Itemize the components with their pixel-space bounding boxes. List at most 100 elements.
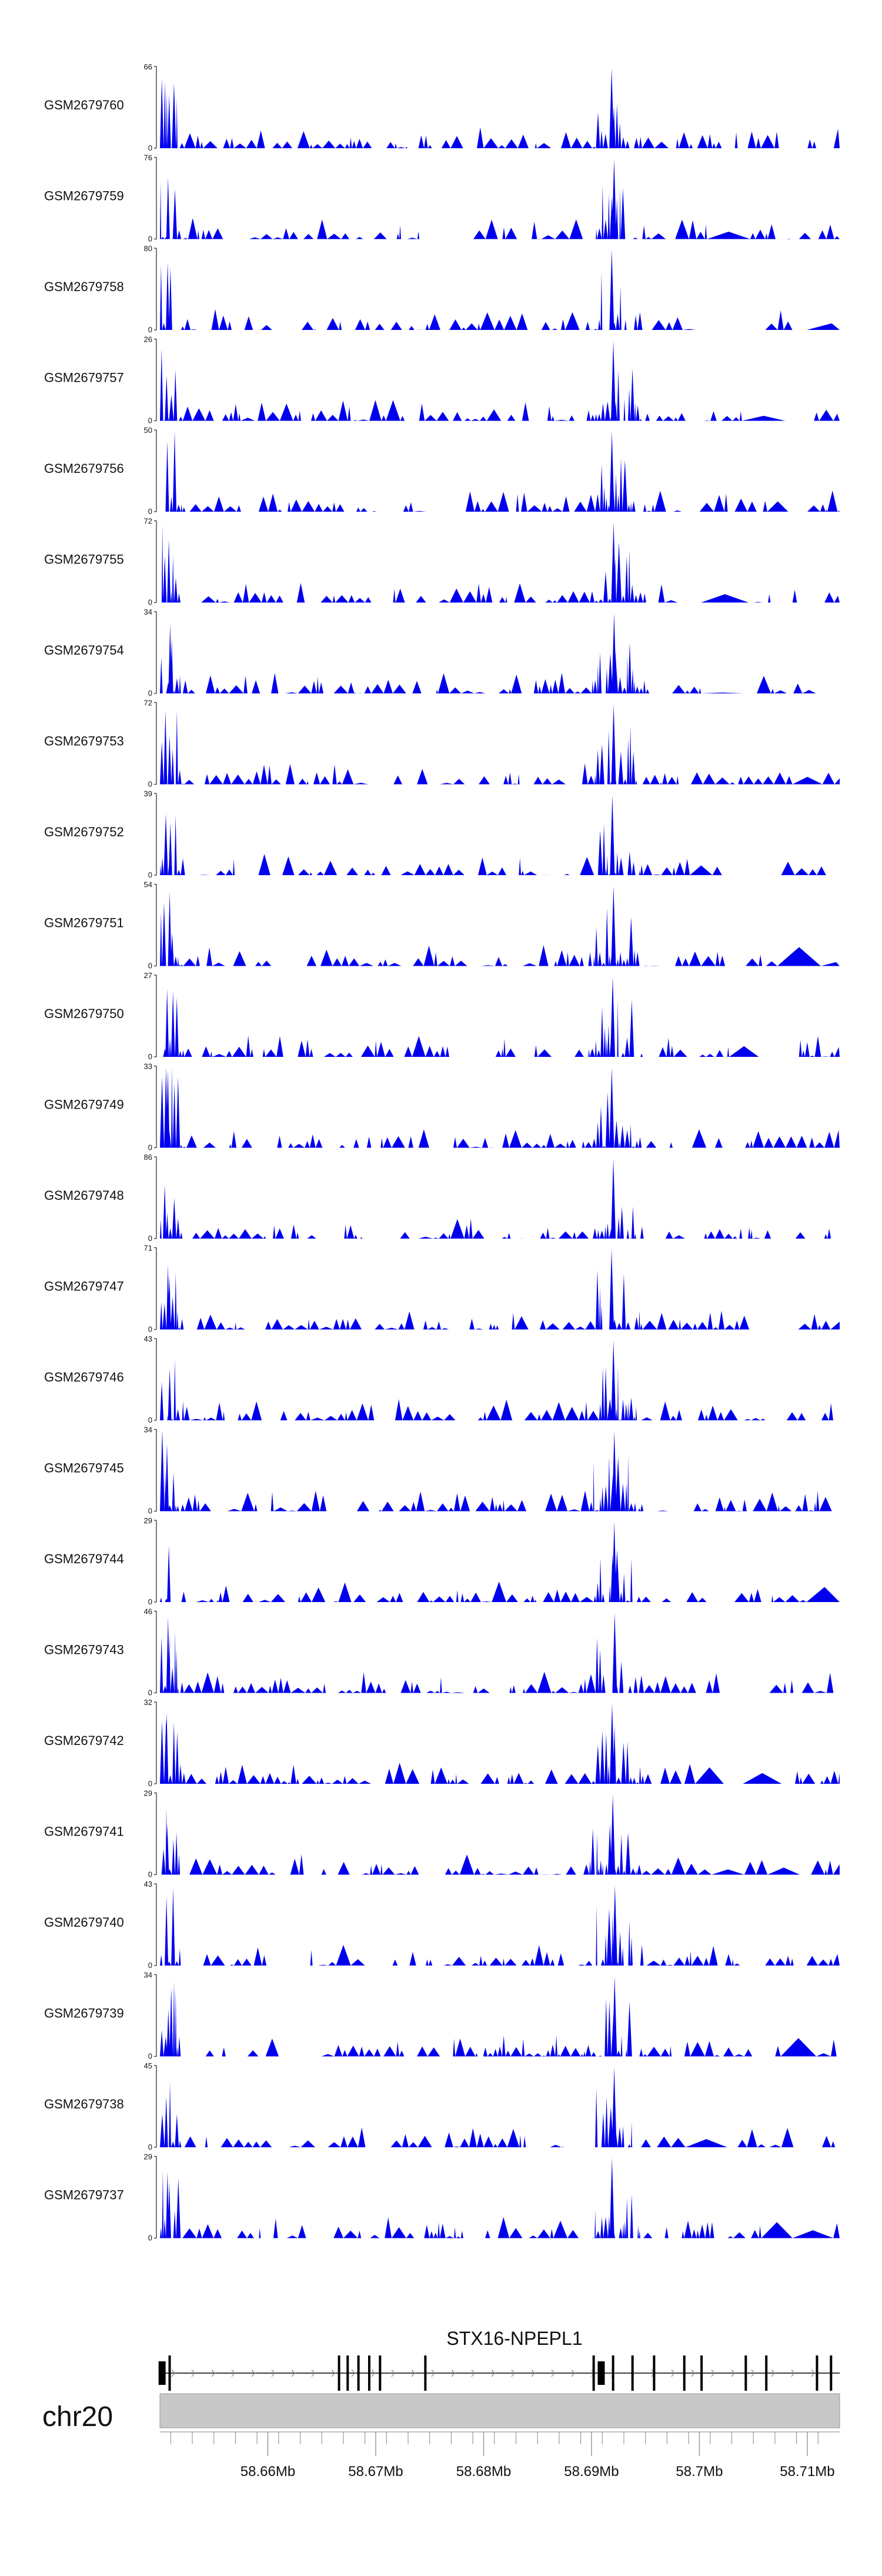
track-label: GSM2679737 bbox=[44, 2188, 124, 2203]
strand-arrow bbox=[411, 2369, 415, 2377]
y-axis-max-label: 34 bbox=[144, 608, 152, 616]
track-label: GSM2679760 bbox=[44, 98, 124, 112]
track-label: GSM2679738 bbox=[44, 2097, 124, 2111]
coverage-track: GSM2679740 43 0 bbox=[44, 1880, 840, 1970]
y-axis-min-label: 0 bbox=[148, 1416, 152, 1424]
coverage-track: GSM2679743 46 0 bbox=[44, 1607, 840, 1697]
track-label: GSM2679757 bbox=[44, 371, 124, 385]
coverage-area bbox=[160, 1249, 840, 1330]
y-axis-min-label: 0 bbox=[148, 1597, 152, 1606]
strand-arrow bbox=[451, 2369, 455, 2377]
coverage-track: GSM2679759 76 0 bbox=[44, 154, 840, 243]
exon-block bbox=[168, 2355, 171, 2391]
y-axis-min-label: 0 bbox=[148, 598, 152, 607]
track-label: GSM2679749 bbox=[44, 1097, 124, 1112]
exon-block bbox=[424, 2355, 427, 2391]
y-axis-min-label: 0 bbox=[148, 689, 152, 698]
coverage-area bbox=[160, 613, 840, 693]
coverage-track: GSM2679744 29 0 bbox=[44, 1516, 840, 1606]
track-label: GSM2679759 bbox=[44, 189, 124, 203]
y-axis-min-label: 0 bbox=[148, 2143, 152, 2151]
track-label: GSM2679748 bbox=[44, 1188, 124, 1203]
coverage-area bbox=[160, 2158, 840, 2238]
y-axis-max-label: 29 bbox=[144, 1516, 152, 1525]
coverage-track: GSM2679754 34 0 bbox=[44, 608, 840, 698]
y-axis-max-label: 86 bbox=[144, 1153, 152, 1162]
strand-arrow bbox=[771, 2369, 775, 2377]
track-label: GSM2679754 bbox=[44, 643, 124, 658]
exon-block bbox=[653, 2355, 656, 2391]
strand-arrow bbox=[371, 2369, 375, 2377]
coverage-track: GSM2679745 34 0 bbox=[44, 1426, 840, 1516]
track-label: GSM2679752 bbox=[44, 825, 124, 839]
exon-block bbox=[683, 2355, 686, 2391]
y-axis-min-label: 0 bbox=[148, 2052, 152, 2061]
y-axis-max-label: 33 bbox=[144, 1062, 152, 1071]
coverage-area bbox=[160, 704, 840, 785]
exon-block bbox=[816, 2355, 818, 2391]
coverage-area bbox=[160, 1976, 840, 2057]
y-axis-max-label: 29 bbox=[144, 2153, 152, 2161]
y-axis-min-label: 0 bbox=[148, 235, 152, 243]
strand-arrow bbox=[391, 2369, 395, 2377]
strand-arrow bbox=[811, 2369, 815, 2377]
coverage-area bbox=[160, 1613, 840, 1693]
y-axis-min-label: 0 bbox=[148, 416, 152, 425]
strand-arrow bbox=[551, 2369, 555, 2377]
gene-annotation-track: STX16-NPEPL1 bbox=[158, 2328, 840, 2391]
exon-block bbox=[700, 2355, 703, 2391]
strand-arrow bbox=[431, 2369, 435, 2377]
y-axis-max-label: 72 bbox=[144, 517, 152, 526]
y-axis-min-label: 0 bbox=[148, 325, 152, 334]
exon-block bbox=[357, 2355, 360, 2391]
y-axis-max-label: 34 bbox=[144, 1426, 152, 1434]
track-label: GSM2679758 bbox=[44, 279, 124, 294]
coverage-area bbox=[160, 886, 840, 966]
strand-arrow bbox=[191, 2369, 195, 2377]
y-axis-max-label: 34 bbox=[144, 1971, 152, 1980]
coverage-track: GSM2679739 34 0 bbox=[44, 1971, 840, 2061]
track-label: GSM2679741 bbox=[44, 1824, 124, 1839]
signal-tracks: GSM2679760660GSM2679759760GSM2679758800G… bbox=[44, 62, 840, 2243]
coverage-track: GSM2679756 50 0 bbox=[44, 426, 840, 516]
coverage-area bbox=[160, 976, 840, 1057]
strand-arrow bbox=[711, 2369, 715, 2377]
y-axis-max-label: 66 bbox=[144, 62, 152, 71]
y-axis-min-label: 0 bbox=[148, 144, 152, 152]
strand-arrow bbox=[731, 2369, 735, 2377]
y-axis-min-label: 0 bbox=[148, 780, 152, 789]
coverage-track: GSM2679750 27 0 bbox=[44, 971, 840, 1061]
track-label: GSM2679756 bbox=[44, 461, 124, 476]
y-axis-min-label: 0 bbox=[148, 1689, 152, 1697]
axis-tick-label: 58.66Mb bbox=[240, 2464, 295, 2480]
strand-arrow bbox=[571, 2369, 575, 2377]
coverage-area bbox=[160, 68, 840, 148]
y-axis-min-label: 0 bbox=[148, 1961, 152, 1970]
coverage-track: GSM2679751 54 0 bbox=[44, 880, 840, 970]
exon-block bbox=[592, 2355, 595, 2391]
y-axis-max-label: 80 bbox=[144, 244, 152, 253]
exon-block bbox=[379, 2355, 382, 2391]
y-axis-max-label: 45 bbox=[144, 2061, 152, 2070]
y-axis-max-label: 43 bbox=[144, 1880, 152, 1888]
strand-arrow bbox=[751, 2369, 755, 2377]
strand-arrow bbox=[791, 2369, 795, 2377]
strand-arrow bbox=[531, 2369, 535, 2377]
coverage-track: GSM2679741 29 0 bbox=[44, 1789, 840, 1879]
coverage-track: GSM2679742 32 0 bbox=[44, 1698, 840, 1788]
strand-arrow bbox=[251, 2369, 255, 2377]
exon-block bbox=[338, 2355, 340, 2391]
track-label: GSM2679745 bbox=[44, 1461, 124, 1476]
coverage-track: GSM2679738 45 0 bbox=[44, 2061, 840, 2151]
track-label: GSM2679742 bbox=[44, 1733, 124, 1748]
coverage-area bbox=[160, 431, 840, 512]
axis-tick-label: 58.69Mb bbox=[564, 2464, 619, 2480]
y-axis-max-label: 32 bbox=[144, 1698, 152, 1707]
y-axis-min-label: 0 bbox=[148, 1870, 152, 1879]
coverage-area bbox=[160, 2067, 840, 2147]
strand-arrow bbox=[311, 2369, 315, 2377]
axis-tick-label: 58.68Mb bbox=[456, 2464, 511, 2480]
strand-arrow bbox=[511, 2369, 515, 2377]
track-label: GSM2679750 bbox=[44, 1006, 124, 1021]
